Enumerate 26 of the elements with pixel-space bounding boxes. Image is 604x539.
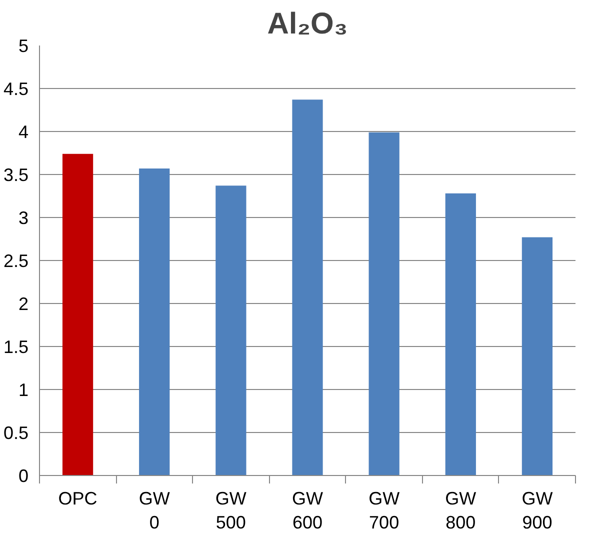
y-tick-label: 2 bbox=[18, 294, 29, 314]
y-tick-label: 0 bbox=[18, 466, 29, 486]
y-tick-label: 0.5 bbox=[3, 423, 29, 443]
x-tick-label: GW 700 bbox=[368, 488, 400, 532]
y-tick-label: 1 bbox=[18, 380, 29, 400]
chart-title: Al₂O₃ bbox=[267, 8, 348, 40]
x-tick-label: GW 900 bbox=[522, 488, 553, 532]
bar bbox=[368, 132, 400, 476]
x-tick-label: OPC bbox=[58, 488, 98, 508]
y-tick-label: 4 bbox=[18, 122, 29, 142]
y-tick-label: 3 bbox=[18, 208, 29, 228]
x-tick-label: GW 500 bbox=[215, 488, 246, 532]
bar bbox=[445, 193, 476, 476]
x-tick-label: GW 0 bbox=[138, 488, 170, 532]
x-tick-label: GW 600 bbox=[292, 488, 324, 532]
bar bbox=[139, 168, 170, 476]
y-tick-label: 1.5 bbox=[3, 337, 29, 357]
bar bbox=[522, 237, 553, 476]
x-tick-label: GW 800 bbox=[445, 488, 476, 532]
y-tick-label: 2.5 bbox=[3, 251, 29, 271]
y-tick-label: 4.5 bbox=[3, 79, 29, 99]
y-tick-label: 5 bbox=[18, 36, 29, 56]
y-tick-label: 3.5 bbox=[3, 165, 29, 185]
bar bbox=[62, 154, 94, 476]
bar bbox=[292, 100, 323, 476]
bar bbox=[216, 186, 246, 476]
